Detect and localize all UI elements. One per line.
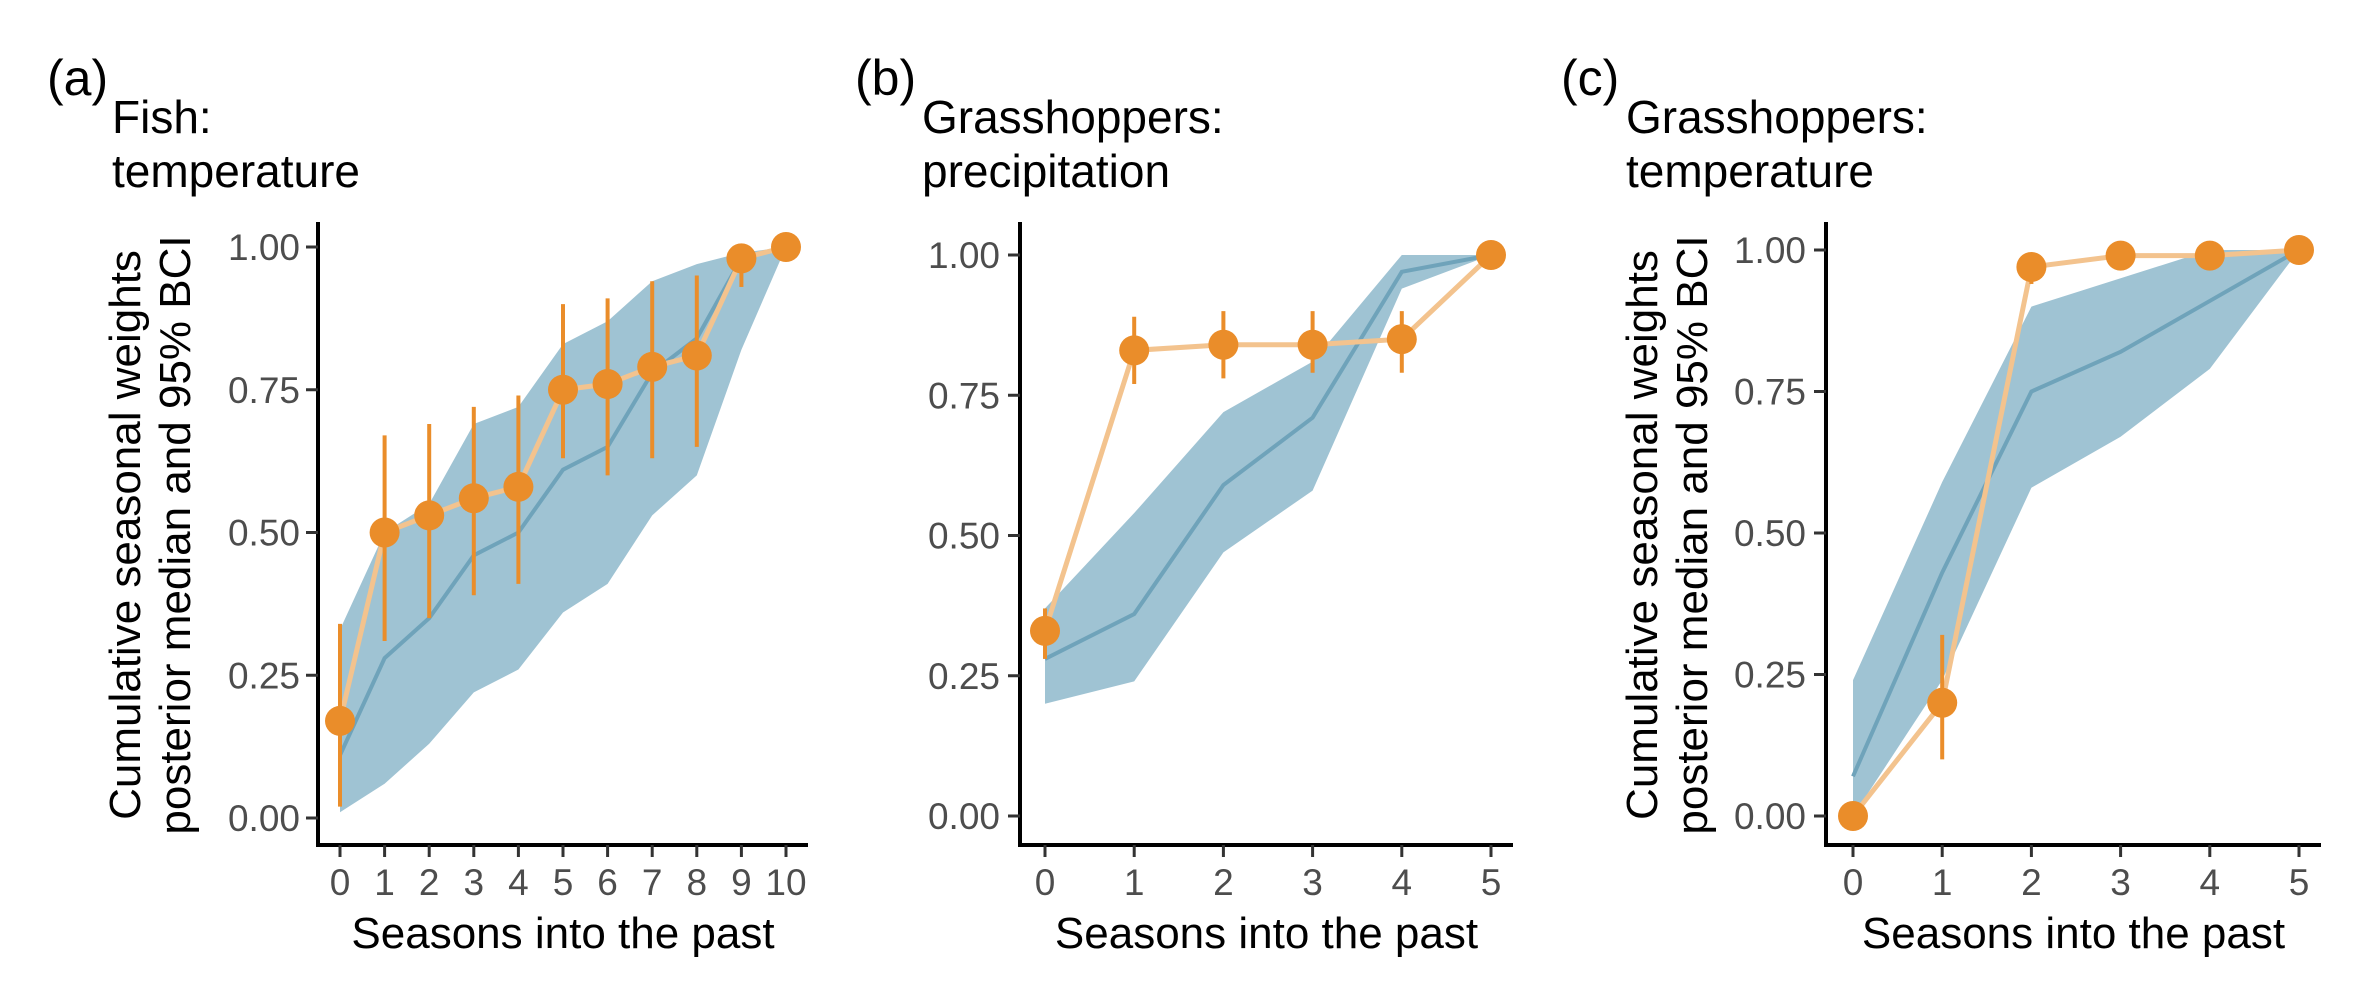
data-point [637, 351, 668, 382]
x-tick-label: 6 [597, 862, 618, 903]
x-tick-label: 1 [1932, 862, 1953, 903]
x-axis-title: Seasons into the past [351, 909, 774, 958]
data-point [2016, 251, 2047, 282]
credible-band [1853, 250, 2299, 816]
y-tick-label: 1.00 [1734, 230, 1806, 271]
x-tick-label: 4 [2200, 862, 2221, 903]
panel-title-line: Fish: [112, 91, 212, 143]
data-point [1297, 329, 1328, 360]
x-tick-label: 7 [642, 862, 663, 903]
y-tick-label: 0.75 [928, 375, 1000, 416]
panel-title-line: temperature [112, 145, 360, 197]
data-point [1476, 240, 1506, 270]
credible-band [340, 247, 786, 813]
data-point [726, 243, 757, 274]
x-tick-label: 0 [330, 862, 351, 903]
data-point [414, 500, 445, 531]
point-connector-line [1042, 253, 1493, 632]
median-line [338, 245, 787, 757]
y-tick-label: 0.75 [1734, 372, 1806, 413]
y-axis-title-line: Cumulative seasonal weights [101, 250, 150, 820]
panel-title-line: precipitation [922, 145, 1170, 197]
panel-3: (c)Grasshoppers:temperature 0.00 0.25 0.50 0… [1561, 50, 2321, 958]
y-tick-label: 0.50 [1734, 513, 1806, 554]
y-tick-label: 0.50 [228, 513, 300, 554]
y-axis-title-line: posterior median and 95% BCI [151, 235, 200, 834]
x-tick-label: 3 [1302, 862, 1323, 903]
x-tick-label: 0 [1843, 862, 1864, 903]
credible-band [1045, 255, 1491, 704]
x-tick-label: 2 [2021, 862, 2042, 903]
median-line [1851, 248, 2300, 778]
data-point [1927, 687, 1958, 718]
data-point [1838, 801, 1868, 831]
data-point [1119, 335, 1150, 366]
data-point [2194, 240, 2225, 271]
x-tick-label: 4 [1392, 862, 1413, 903]
x-tick-label: 5 [1481, 862, 1502, 903]
data-point [458, 483, 489, 514]
y-tick-label: 0.50 [928, 516, 1000, 557]
data-point [592, 369, 623, 400]
x-tick-label: 3 [2110, 862, 2131, 903]
x-tick-label: 1 [1124, 862, 1145, 903]
panel-title-line: Grasshoppers: [1626, 91, 1928, 143]
data-point [681, 340, 712, 371]
data-point [1208, 329, 1239, 360]
x-tick-label: 5 [553, 862, 574, 903]
x-tick-label: 1 [374, 862, 395, 903]
y-tick-label: 0.00 [228, 798, 300, 839]
panel-label: (c) [1561, 50, 1619, 106]
y-tick-label: 0.00 [1734, 796, 1806, 837]
data-point [1030, 615, 1060, 646]
median-line [1044, 253, 1492, 661]
y-tick-label: 1.00 [928, 235, 1000, 276]
x-tick-label: 4 [508, 862, 529, 903]
data-point [2105, 240, 2136, 271]
data-point [548, 374, 578, 405]
panel-title-line: temperature [1626, 145, 1874, 197]
x-tick-label: 2 [419, 862, 440, 903]
panel-label: (a) [47, 50, 108, 106]
x-axis-title: Seasons into the past [1055, 909, 1478, 958]
panel-label: (b) [855, 50, 916, 106]
data-point [503, 471, 534, 502]
data-point [325, 705, 355, 736]
y-tick-label: 0.25 [1734, 655, 1806, 696]
y-tick-label: 0.00 [928, 796, 1000, 837]
x-tick-label: 5 [2289, 862, 2310, 903]
data-point [369, 517, 400, 548]
x-tick-label: 9 [731, 862, 752, 903]
y-tick-label: 0.25 [928, 656, 1000, 697]
x-tick-label: 2 [1213, 862, 1234, 903]
panel-title-line: Grasshoppers: [922, 91, 1224, 143]
y-axis-title-line: posterior median and 95% BCI [1668, 235, 1717, 834]
data-point [771, 232, 801, 262]
panel-1: (a)Fish:temperature 0.00 0.25 0.50 0.75 1.00 0… [47, 50, 808, 958]
x-axis-title: Seasons into the past [1862, 909, 2285, 958]
panel-2: (b)Grasshoppers:precipitation 0.00 0.25 0.5… [855, 50, 1513, 958]
x-tick-label: 3 [464, 862, 485, 903]
data-point [2284, 235, 2314, 265]
y-axis-title-line: Cumulative seasonal weights [1618, 250, 1667, 820]
data-point [1386, 324, 1417, 355]
y-tick-label: 0.75 [228, 370, 300, 411]
x-tick-label: 8 [687, 862, 708, 903]
y-tick-label: 0.25 [228, 655, 300, 696]
x-tick-label: 10 [765, 862, 806, 903]
y-tick-label: 1.00 [228, 227, 300, 268]
x-tick-label: 0 [1035, 862, 1056, 903]
